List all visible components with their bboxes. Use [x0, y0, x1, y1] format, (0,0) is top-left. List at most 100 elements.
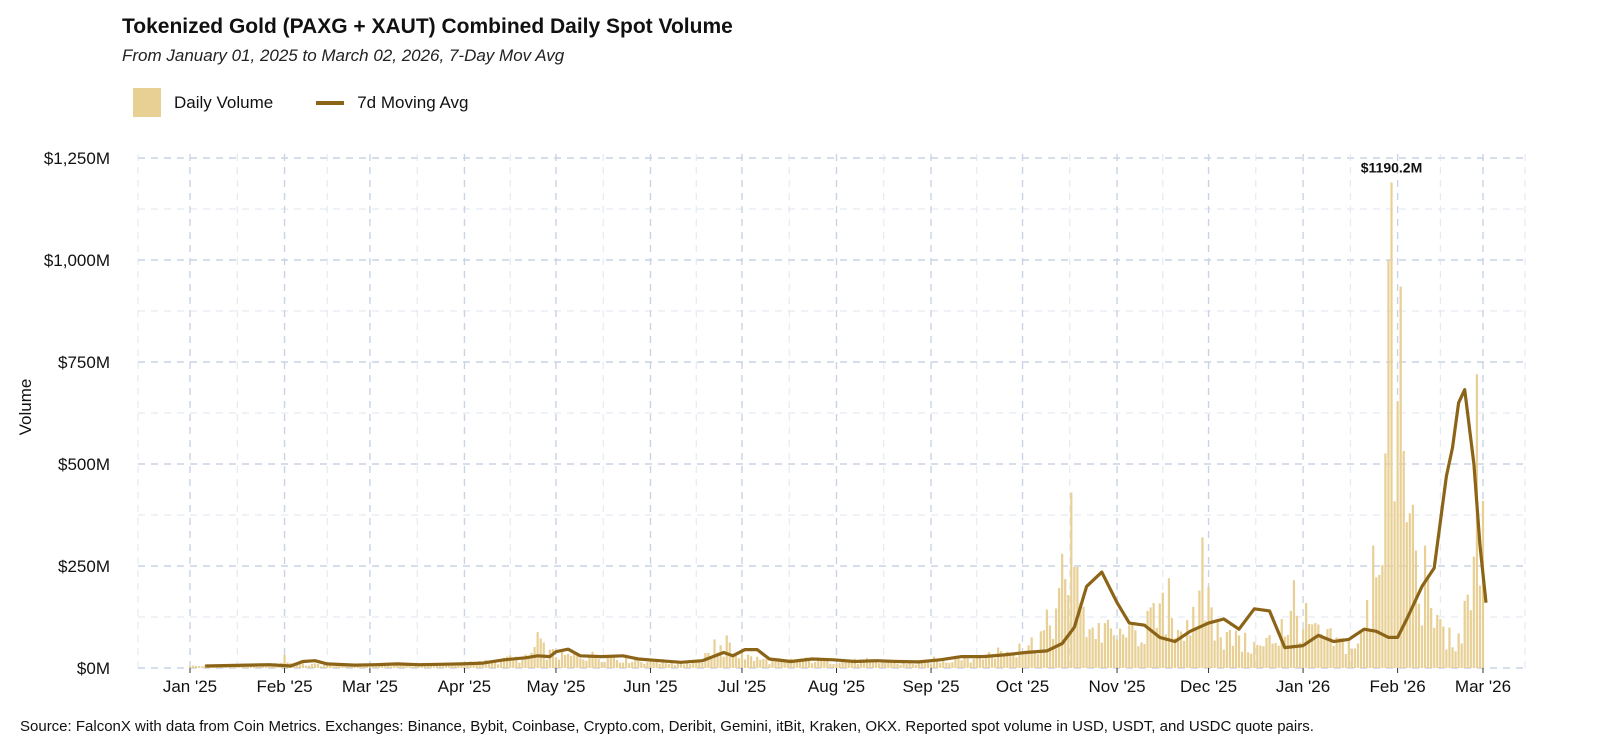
- volume-bar: [1103, 623, 1106, 668]
- volume-bar: [826, 659, 829, 668]
- volume-bar: [1408, 513, 1411, 668]
- x-tick-label: Sep '25: [902, 677, 959, 696]
- volume-bar: [499, 661, 503, 668]
- volume-bar: [832, 664, 835, 668]
- volume-bar: [637, 660, 640, 668]
- volume-bar: [966, 658, 969, 668]
- volume-bar: [945, 662, 948, 668]
- volume-bar: [1143, 643, 1146, 668]
- volume-bar: [1271, 643, 1274, 668]
- volume-bar: [1207, 587, 1210, 668]
- volume-bar: [503, 657, 506, 668]
- volume-bar: [332, 666, 335, 668]
- x-tick-label: Mar '26: [1455, 677, 1511, 696]
- volume-bar: [1292, 580, 1296, 668]
- volume-bar: [667, 664, 670, 668]
- volume-bar: [1414, 550, 1418, 668]
- volume-bar: [1152, 602, 1155, 668]
- volume-bar: [283, 654, 286, 668]
- volume-bar: [1244, 632, 1247, 668]
- volume-bar: [676, 662, 680, 668]
- volume-bar: [609, 656, 612, 668]
- x-tick-label: Oct '25: [996, 677, 1049, 696]
- volume-bar: [1183, 640, 1186, 668]
- y-axis-title: Volume: [16, 379, 35, 436]
- volume-bar: [618, 662, 622, 668]
- volume-bar: [884, 662, 887, 668]
- volume-bar: [893, 662, 896, 668]
- volume-bar: [862, 659, 866, 668]
- volume-bar: [1442, 626, 1445, 668]
- volume-bar: [1115, 639, 1119, 668]
- volume-bar: [923, 659, 927, 668]
- volume-bar: [271, 665, 274, 668]
- volume-bar: [1045, 609, 1049, 668]
- legend-item-daily-volume: Daily Volume: [133, 88, 273, 117]
- volume-bar: [734, 653, 737, 668]
- volume-bar: [1247, 652, 1250, 668]
- volume-bar: [1323, 637, 1326, 668]
- volume-bar: [725, 635, 728, 668]
- volume-bar: [1097, 623, 1100, 668]
- volume-bar: [1478, 585, 1482, 668]
- volume-bar: [600, 662, 603, 668]
- volume-bar: [902, 662, 905, 668]
- volume-bar: [579, 658, 582, 668]
- volume-bar: [661, 659, 664, 668]
- volume-bar: [554, 657, 558, 668]
- volume-bar: [188, 665, 192, 668]
- volume-bar: [682, 664, 686, 668]
- volume-bar: [957, 657, 960, 668]
- volume-bar: [545, 659, 548, 668]
- volume-bar: [594, 657, 597, 668]
- volume-bar: [823, 657, 826, 668]
- volume-bar: [615, 659, 619, 668]
- volume-bar: [323, 664, 326, 668]
- volume-bar: [1317, 624, 1320, 668]
- volume-bar: [716, 652, 719, 668]
- volume-bar: [1445, 649, 1448, 668]
- volume-bar: [512, 657, 515, 668]
- volume-bar: [853, 658, 856, 668]
- volume-bar: [259, 665, 262, 668]
- volume-bar: [603, 662, 606, 668]
- volume-bar: [530, 652, 533, 668]
- legend-swatch-line: [316, 100, 345, 105]
- volume-bar: [463, 663, 466, 668]
- volume-bar: [1006, 651, 1009, 668]
- volume-bar: [628, 663, 631, 668]
- volume-bar: [914, 664, 917, 668]
- volume-bar: [750, 656, 753, 668]
- volume-bar: [1265, 637, 1268, 668]
- volume-bar: [1125, 637, 1128, 668]
- volume-bar: [1170, 618, 1174, 668]
- source-note: Source: FalconX with data from Coin Metr…: [20, 718, 1314, 735]
- volume-bar: [396, 664, 399, 668]
- volume-bar: [1085, 637, 1088, 668]
- chart-subtitle: From January 01, 2025 to March 02, 2026,…: [122, 46, 565, 65]
- volume-bar: [1393, 501, 1396, 668]
- volume-bar: [768, 664, 771, 668]
- volume-bar: [371, 664, 375, 668]
- volume-bar: [1423, 545, 1427, 668]
- volume-bar: [451, 664, 454, 668]
- volume-bar: [987, 652, 991, 668]
- volume-bar: [841, 661, 844, 668]
- volume-bar: [393, 663, 396, 668]
- volume-bar: [811, 663, 814, 668]
- volume-bar: [1366, 599, 1369, 668]
- volume-bar: [509, 655, 512, 668]
- volume-bar: [1180, 631, 1183, 668]
- volume-bar: [817, 657, 820, 668]
- volume-bar: [567, 653, 570, 668]
- volume-bar: [1094, 638, 1097, 668]
- volume-bar: [975, 655, 978, 668]
- volume-bar: [972, 658, 975, 668]
- volume-bar: [527, 655, 530, 668]
- volume-bar: [432, 666, 436, 668]
- volume-bar: [560, 649, 564, 668]
- volume-bar: [1283, 636, 1286, 668]
- volume-bar: [759, 659, 762, 668]
- volume-bar: [496, 664, 500, 668]
- volume-bar: [1384, 453, 1387, 668]
